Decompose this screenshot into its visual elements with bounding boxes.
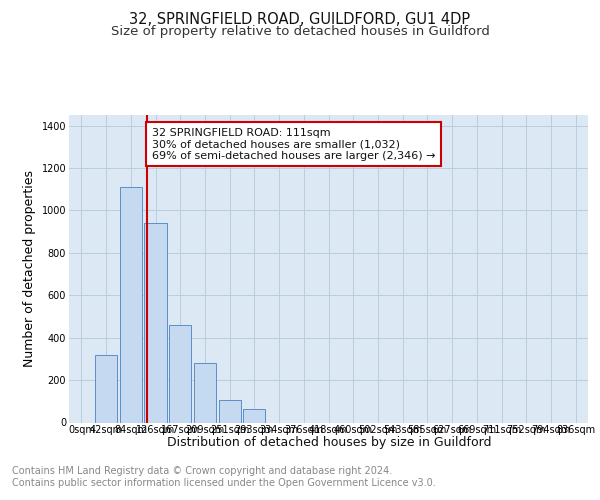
Bar xyxy=(95,354,117,422)
Bar xyxy=(119,187,142,422)
Bar xyxy=(243,408,265,422)
Text: Size of property relative to detached houses in Guildford: Size of property relative to detached ho… xyxy=(110,25,490,38)
Text: Distribution of detached houses by size in Guildford: Distribution of detached houses by size … xyxy=(167,436,491,449)
Bar xyxy=(218,400,241,422)
Text: 32 SPRINGFIELD ROAD: 111sqm
30% of detached houses are smaller (1,032)
69% of se: 32 SPRINGFIELD ROAD: 111sqm 30% of detac… xyxy=(152,128,435,161)
Text: Contains HM Land Registry data © Crown copyright and database right 2024.: Contains HM Land Registry data © Crown c… xyxy=(12,466,392,476)
Bar xyxy=(169,325,191,422)
Bar xyxy=(194,363,216,422)
Y-axis label: Number of detached properties: Number of detached properties xyxy=(23,170,36,367)
Text: Contains public sector information licensed under the Open Government Licence v3: Contains public sector information licen… xyxy=(12,478,436,488)
Text: 32, SPRINGFIELD ROAD, GUILDFORD, GU1 4DP: 32, SPRINGFIELD ROAD, GUILDFORD, GU1 4DP xyxy=(130,12,470,28)
Bar xyxy=(145,223,167,422)
